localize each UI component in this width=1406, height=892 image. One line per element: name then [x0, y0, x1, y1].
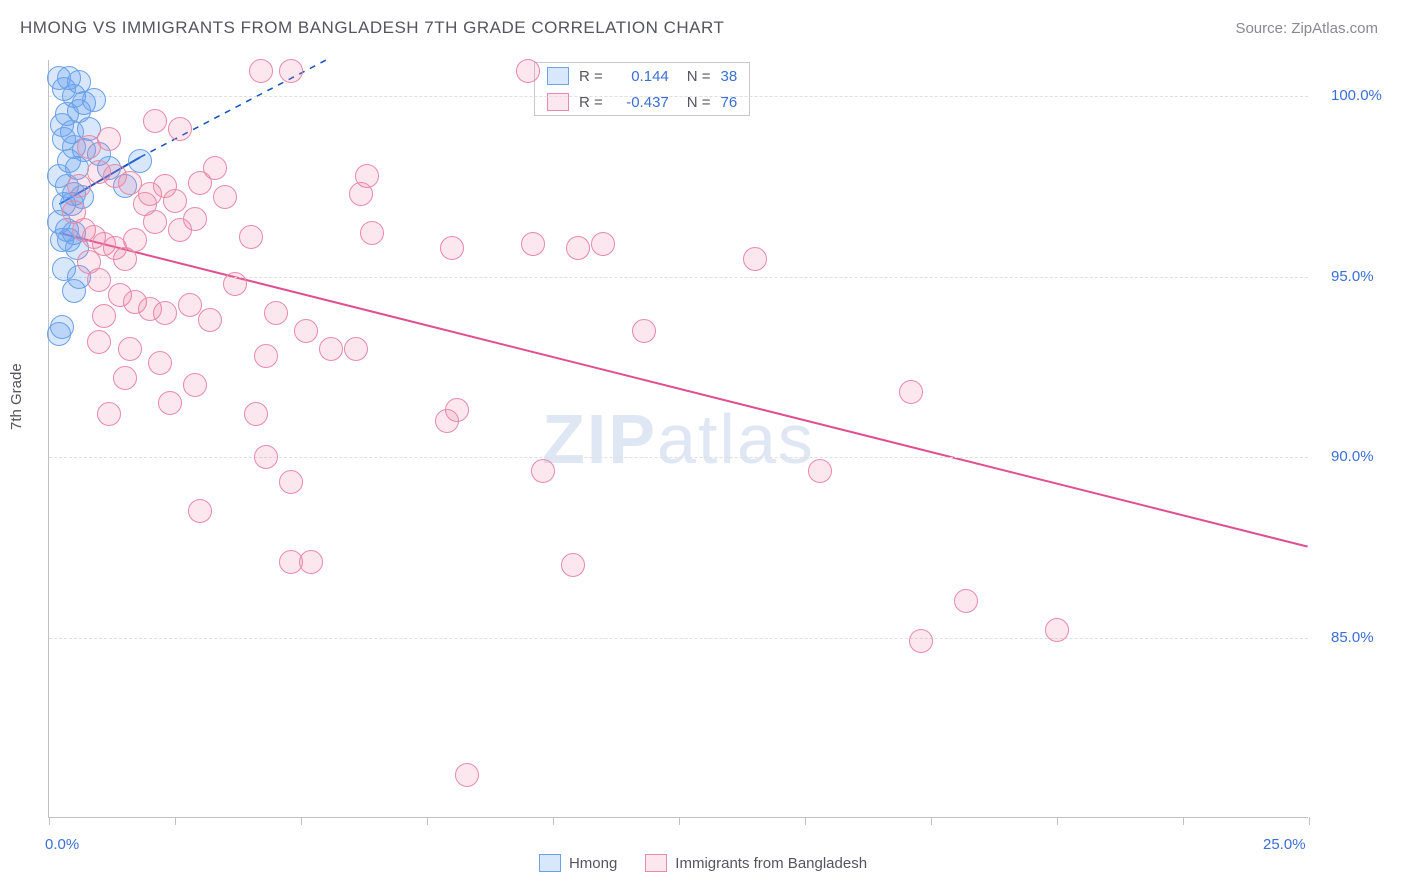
point-bangladesh: [279, 59, 303, 83]
point-bangladesh: [143, 109, 167, 133]
point-bangladesh: [264, 301, 288, 325]
point-bangladesh: [213, 185, 237, 209]
point-bangladesh: [521, 232, 545, 256]
legend-swatch: [645, 854, 667, 872]
n-label: N =: [687, 68, 711, 85]
x-tick-mark: [931, 817, 932, 825]
x-tick-mark: [1309, 817, 1310, 825]
legend-row: R = 0.144 N = 38: [535, 63, 749, 89]
r-label: R =: [579, 68, 603, 85]
point-bangladesh: [143, 210, 167, 234]
trend-lines: [49, 60, 1308, 817]
point-bangladesh: [183, 373, 207, 397]
point-bangladesh: [591, 232, 615, 256]
correlation-legend: R = 0.144 N = 38 R =-0.437N =76: [534, 62, 750, 116]
point-bangladesh: [531, 459, 555, 483]
chart-title: HMONG VS IMMIGRANTS FROM BANGLADESH 7TH …: [20, 18, 724, 38]
y-tick-label: 85.0%: [1331, 629, 1374, 646]
x-tick-mark: [49, 817, 50, 825]
point-bangladesh: [360, 221, 384, 245]
point-bangladesh: [566, 236, 590, 260]
point-bangladesh: [97, 127, 121, 151]
y-tick-label: 100.0%: [1331, 87, 1382, 104]
gridline: [49, 457, 1308, 458]
x-tick-mark: [301, 817, 302, 825]
x-tick-mark: [427, 817, 428, 825]
x-tick-mark: [175, 817, 176, 825]
y-axis-label: 7th Grade: [8, 363, 25, 430]
point-bangladesh: [954, 589, 978, 613]
point-bangladesh: [344, 337, 368, 361]
point-bangladesh: [1045, 618, 1069, 642]
legend-label: Immigrants from Bangladesh: [675, 855, 867, 872]
x-tick-mark: [1057, 817, 1058, 825]
point-bangladesh: [319, 337, 343, 361]
point-bangladesh: [249, 59, 273, 83]
legend-swatch: [539, 854, 561, 872]
point-bangladesh: [62, 200, 86, 224]
legend-item: Immigrants from Bangladesh: [645, 854, 867, 872]
point-bangladesh: [244, 402, 268, 426]
point-bangladesh: [188, 499, 212, 523]
gridline: [49, 96, 1308, 97]
point-bangladesh: [632, 319, 656, 343]
legend-label: Hmong: [569, 855, 617, 872]
point-bangladesh: [808, 459, 832, 483]
point-bangladesh: [561, 553, 585, 577]
point-bangladesh: [279, 470, 303, 494]
r-value: 0.144: [613, 68, 669, 85]
point-bangladesh: [183, 207, 207, 231]
point-bangladesh: [148, 351, 172, 375]
legend-swatch: [547, 67, 569, 85]
point-bangladesh: [223, 272, 247, 296]
x-tick-label: 0.0%: [45, 836, 79, 853]
x-tick-mark: [553, 817, 554, 825]
scatter-plot: ZIPatlas R =0.144N =38R =-0.437N =76 85.…: [48, 60, 1308, 818]
point-bangladesh: [516, 59, 540, 83]
point-bangladesh: [198, 308, 222, 332]
legend-item: Hmong: [539, 854, 617, 872]
point-hmong: [128, 149, 152, 173]
point-bangladesh: [294, 319, 318, 343]
point-bangladesh: [92, 304, 116, 328]
gridline: [49, 638, 1308, 639]
y-tick-label: 95.0%: [1331, 268, 1374, 285]
y-tick-label: 90.0%: [1331, 448, 1374, 465]
source-attribution: Source: ZipAtlas.com: [1235, 20, 1378, 37]
point-bangladesh: [153, 301, 177, 325]
point-bangladesh: [113, 366, 137, 390]
point-bangladesh: [899, 380, 923, 404]
point-bangladesh: [123, 228, 147, 252]
point-bangladesh: [239, 225, 263, 249]
point-hmong: [47, 322, 71, 346]
point-bangladesh: [440, 236, 464, 260]
point-bangladesh: [349, 182, 373, 206]
x-tick-mark: [679, 817, 680, 825]
point-bangladesh: [435, 409, 459, 433]
point-bangladesh: [163, 189, 187, 213]
n-value: 38: [721, 68, 738, 85]
point-bangladesh: [168, 117, 192, 141]
point-bangladesh: [254, 344, 278, 368]
point-bangladesh: [97, 402, 121, 426]
point-bangladesh: [87, 330, 111, 354]
point-bangladesh: [67, 174, 91, 198]
series-legend: Hmong Immigrants from Bangladesh: [0, 854, 1406, 872]
point-hmong: [82, 88, 106, 112]
point-bangladesh: [299, 550, 323, 574]
x-tick-mark: [805, 817, 806, 825]
legend-row: R =-0.437N =76: [535, 89, 749, 115]
point-bangladesh: [158, 391, 182, 415]
point-bangladesh: [118, 337, 142, 361]
point-bangladesh: [203, 156, 227, 180]
point-bangladesh: [77, 250, 101, 274]
x-tick-label: 25.0%: [1263, 836, 1306, 853]
point-bangladesh: [743, 247, 767, 271]
x-tick-mark: [1183, 817, 1184, 825]
point-bangladesh: [455, 763, 479, 787]
point-bangladesh: [909, 629, 933, 653]
point-bangladesh: [254, 445, 278, 469]
